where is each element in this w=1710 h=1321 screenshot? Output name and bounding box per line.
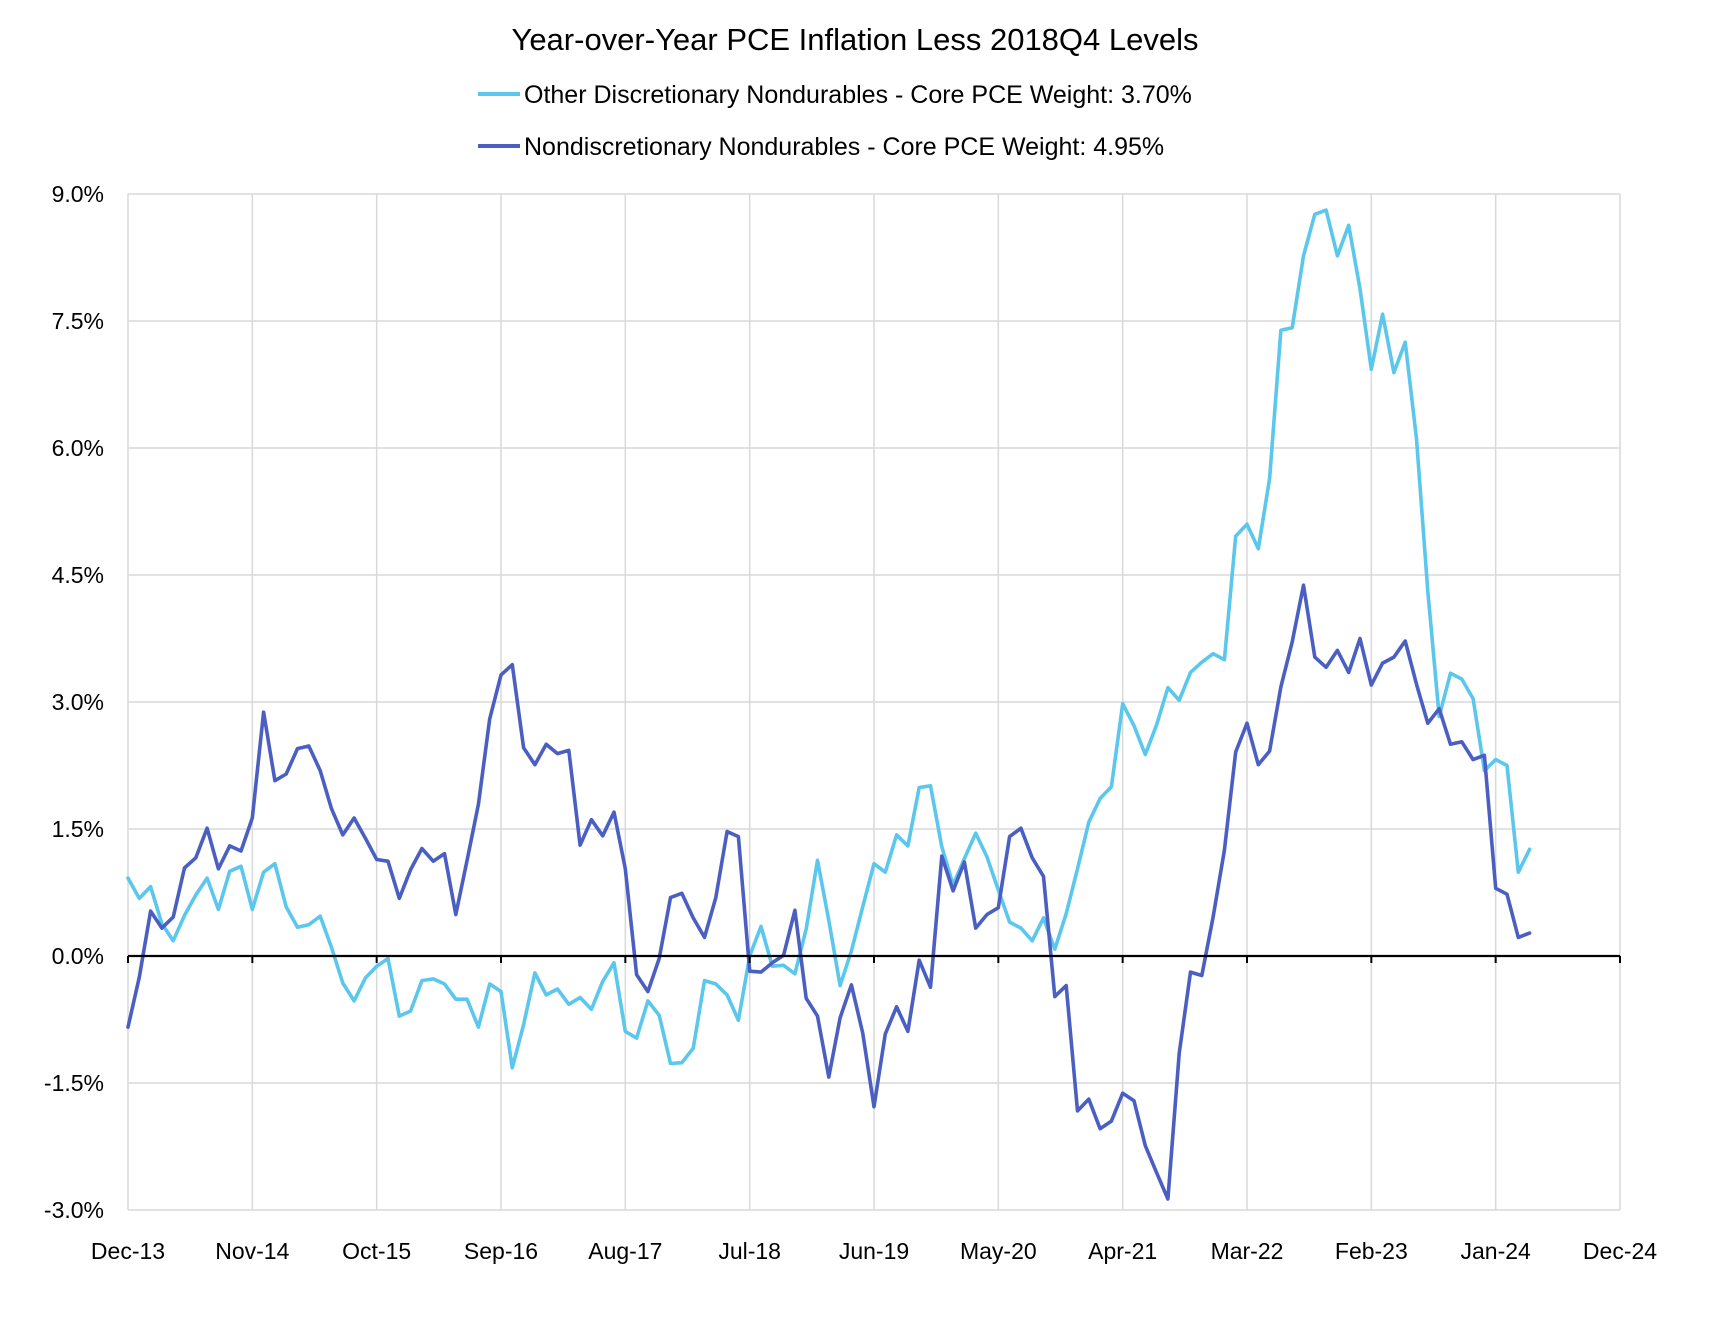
y-tick-label: -1.5%: [44, 1070, 104, 1096]
y-tick-label: -3.0%: [44, 1197, 104, 1223]
y-tick-label: 4.5%: [52, 562, 104, 588]
series-line-other-discretionary: [126, 208, 1532, 1070]
y-tick-label: 6.0%: [52, 435, 104, 461]
y-tick-label: 3.0%: [52, 689, 104, 715]
y-tick-label: 1.5%: [52, 816, 104, 842]
x-axis-labels: Dec-13 Nov-14 Oct-15 Sep-16 Aug-17 Jul-18 Jun-…: [91, 1238, 1657, 1264]
y-tick-label: 0.0%: [52, 943, 104, 969]
y-tick-label: 9.0%: [52, 181, 104, 207]
x-tick-label: Oct-15: [342, 1238, 411, 1264]
x-tick-label: Apr-21: [1088, 1238, 1157, 1264]
x-tick-label: Sep-16: [464, 1238, 538, 1264]
series-lines: [126, 208, 1532, 1201]
zero-axis: [127, 954, 1621, 963]
y-axis-labels: 9.0% 7.5% 6.0% 4.5% 3.0% 1.5% 0.0% -1.5% -3.0%: [44, 181, 104, 1223]
x-tick-label: Aug-17: [588, 1238, 662, 1264]
x-tick-label: Dec-13: [91, 1238, 165, 1264]
legend-label-nondiscretionary: Nondiscretionary Nondurables - Core PCE …: [524, 133, 1164, 161]
x-tick-label: Jan-24: [1461, 1238, 1532, 1264]
series-line-nondiscretionary: [126, 583, 1532, 1201]
y-tick-label: 7.5%: [52, 308, 104, 334]
x-tick-label: Dec-24: [1583, 1238, 1657, 1264]
x-tick-label: Feb-23: [1335, 1238, 1408, 1264]
x-tick-label: Mar-22: [1211, 1238, 1284, 1264]
x-tick-label: May-20: [960, 1238, 1037, 1264]
chart-title: Year-over-Year PCE Inflation Less 2018Q4…: [511, 22, 1198, 57]
x-tick-label: Jun-19: [839, 1238, 909, 1264]
legend-label-other-discretionary: Other Discretionary Nondurables - Core P…: [524, 81, 1192, 109]
x-tick-label: Jul-18: [718, 1238, 781, 1264]
x-tick-label: Nov-14: [215, 1238, 289, 1264]
legend: Other Discretionary Nondurables - Core P…: [478, 81, 1192, 161]
